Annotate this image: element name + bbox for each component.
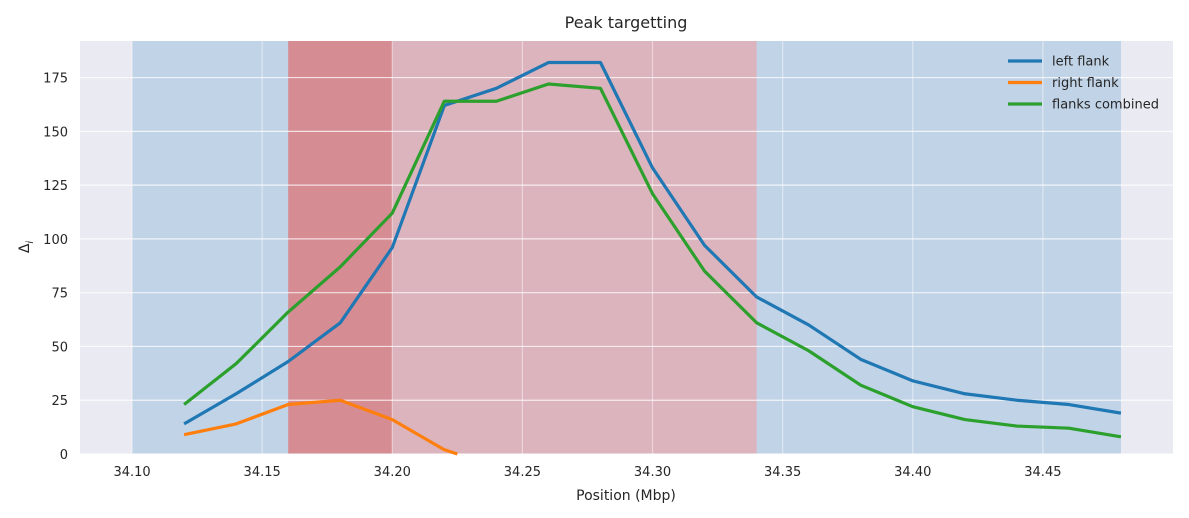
shaded-regions bbox=[132, 41, 1121, 454]
shaded-region-1 bbox=[392, 41, 757, 454]
legend-label-flanks-combined: flanks combined bbox=[1052, 98, 1159, 113]
x-tick-label: 34.25 bbox=[504, 465, 541, 480]
x-tick-labels: 34.10 34.15 34.20 34.25 34.30 34.35 34.40 34.45 bbox=[113, 465, 1061, 480]
shaded-region-2 bbox=[288, 41, 393, 454]
x-tick-label: 34.20 bbox=[374, 465, 411, 480]
y-tick-label: 25 bbox=[51, 394, 68, 409]
y-tick-label: 175 bbox=[43, 72, 68, 87]
y-axis-title: Δi bbox=[17, 241, 36, 254]
y-tick-label: 100 bbox=[43, 233, 68, 248]
series-line-left-flank bbox=[183, 60, 1122, 426]
x-tick-label: 34.35 bbox=[764, 465, 801, 480]
x-tick-label: 34.15 bbox=[244, 465, 281, 480]
x-tick-label: 34.10 bbox=[113, 465, 150, 480]
x-tick-label: 34.30 bbox=[634, 465, 671, 480]
y-tick-label: 0 bbox=[60, 448, 68, 463]
legend-label-right-flank: right flank bbox=[1052, 76, 1119, 91]
y-tick-labels: 0 25 50 75 100 125 150 175 bbox=[43, 72, 68, 463]
x-tick-label: 34.45 bbox=[1024, 465, 1061, 480]
y-tick-label: 50 bbox=[51, 340, 68, 355]
legend-label-left-flank: left flank bbox=[1052, 55, 1110, 70]
series-lines bbox=[183, 60, 1122, 456]
y-tick-label: 75 bbox=[51, 287, 68, 302]
y-axis-title-subscript: i bbox=[25, 241, 36, 244]
grid-lines bbox=[80, 41, 1173, 455]
x-tick-label: 34.40 bbox=[894, 465, 931, 480]
series-line-flanks-combined bbox=[183, 82, 1122, 439]
y-tick-label: 125 bbox=[43, 179, 68, 194]
chart-title: Peak targetting bbox=[565, 13, 688, 32]
x-axis-title: Position (Mbp) bbox=[576, 488, 676, 504]
series-line-right-flank bbox=[183, 398, 458, 456]
legend: left flank right flank flanks combined bbox=[1008, 55, 1159, 113]
y-axis-title-main: Δ bbox=[17, 243, 33, 253]
y-tick-label: 150 bbox=[43, 125, 68, 140]
